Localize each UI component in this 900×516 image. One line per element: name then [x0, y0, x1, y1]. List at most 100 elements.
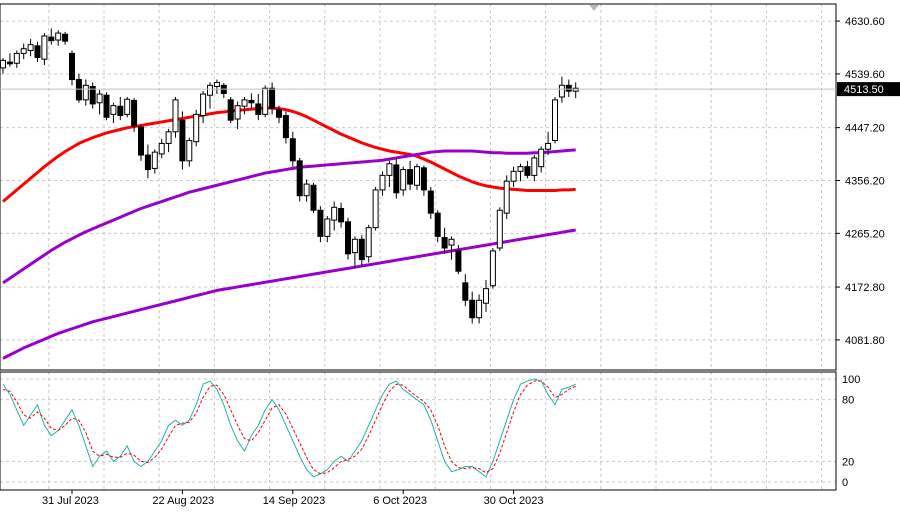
- oscillator-tick-label: 80: [842, 395, 854, 407]
- bearish-candle-body: [407, 169, 414, 185]
- bullish-candle-body: [510, 170, 517, 182]
- bearish-candle-body: [565, 84, 572, 92]
- candle: [531, 155, 538, 182]
- bullish-candle-body: [545, 142, 552, 150]
- price-tick-label: 4356.20: [845, 175, 885, 187]
- grid-layer: [0, 4, 836, 490]
- candle: [255, 94, 262, 121]
- candle: [565, 79, 572, 97]
- candle: [151, 149, 158, 174]
- candle: [407, 160, 414, 190]
- candle: [13, 50, 20, 68]
- candle: [262, 85, 269, 118]
- bullish-candle-body: [489, 250, 496, 287]
- price-pane-frame: [0, 3, 837, 371]
- bearish-candle-body: [248, 99, 255, 104]
- bullish-candle-body: [262, 87, 269, 115]
- candle: [131, 98, 138, 132]
- bearish-candle-body: [524, 166, 531, 176]
- bearish-candle-body: [89, 85, 96, 105]
- bearish-candle-body: [227, 99, 234, 121]
- candle: [469, 291, 476, 324]
- bearish-candle-body: [179, 119, 186, 162]
- candle: [96, 89, 103, 115]
- candle: [420, 165, 427, 196]
- candle: [55, 30, 62, 46]
- bearish-candle-body: [317, 209, 324, 237]
- moving-average-line-1: [2, 106, 576, 203]
- bullish-candle-body: [13, 52, 20, 64]
- candle: [6, 53, 13, 67]
- bullish-candle-body: [496, 209, 503, 249]
- oscillator-signal-line: [2, 380, 576, 475]
- oscillator-tick-label: 0: [842, 477, 848, 489]
- candle: [41, 33, 48, 65]
- axis-layer: 4630.60 4539.60 4447.20 4356.20 4265.20 4172.…: [0, 16, 900, 507]
- candle: [82, 79, 89, 106]
- bearish-candle-body: [345, 221, 351, 255]
- bullish-candle-body: [372, 189, 379, 229]
- bullish-candle-body: [27, 44, 34, 51]
- candle: [386, 160, 393, 187]
- candle: [483, 279, 489, 312]
- time-tick-label: 22 Aug 2023: [152, 495, 214, 507]
- candle: [138, 124, 144, 161]
- candle: [158, 138, 165, 158]
- candle: [414, 163, 420, 190]
- bearish-candle-body: [441, 237, 448, 249]
- candle: [110, 102, 117, 124]
- chart-shift-marker-icon[interactable]: [589, 5, 599, 11]
- bullish-candle-body: [331, 206, 338, 221]
- candle: [476, 294, 483, 324]
- oscillator-tick-label: 100: [842, 374, 860, 386]
- bearish-candle-body: [420, 167, 427, 191]
- candle: [179, 111, 186, 170]
- bearish-candle-body: [455, 250, 462, 272]
- candle: [165, 128, 172, 153]
- time-tick-label: 30 Oct 2023: [484, 495, 544, 507]
- candle: [282, 111, 289, 144]
- bullish-candle-body: [531, 157, 538, 176]
- candle: [434, 210, 441, 243]
- candle: [496, 207, 503, 251]
- price-tick-label: 4265.20: [845, 228, 885, 240]
- bullish-candle-body: [234, 105, 241, 120]
- candle: [296, 157, 303, 202]
- bullish-candle-body: [165, 131, 172, 144]
- time-tick-label: 31 Jul 2023: [42, 495, 99, 507]
- candle: [517, 163, 524, 182]
- candle: [462, 274, 469, 307]
- bullish-candle-body: [483, 288, 489, 304]
- time-tick-label: 6 Oct 2023: [373, 495, 427, 507]
- bearish-candle-body: [62, 33, 69, 42]
- candle: [193, 109, 200, 147]
- candle: [538, 146, 545, 173]
- bullish-candle-body: [151, 151, 158, 169]
- candle: [303, 179, 310, 202]
- current-price-badge: [837, 82, 900, 97]
- bullish-candle-body: [503, 180, 510, 214]
- bearish-candle-body: [427, 190, 434, 214]
- bearish-candle-body: [434, 212, 441, 237]
- bearish-candle-body: [75, 79, 82, 101]
- bearish-candle-body: [34, 45, 41, 58]
- bullish-candle-body: [517, 166, 524, 172]
- candle: [20, 43, 27, 60]
- candle: [75, 73, 82, 103]
- bearish-candle-body: [393, 164, 400, 194]
- bearish-candle-body: [131, 99, 138, 127]
- bearish-candle-body: [269, 87, 276, 110]
- bullish-candle-body: [400, 169, 407, 191]
- bullish-candle-body: [213, 81, 220, 87]
- bullish-candle-body: [386, 163, 393, 176]
- bullish-candle-body: [241, 99, 248, 107]
- candle: [503, 175, 510, 219]
- bullish-candle-body: [572, 87, 579, 92]
- oscillator-tick-label: 20: [842, 456, 854, 468]
- candle: [234, 101, 241, 129]
- candle: [338, 202, 345, 228]
- bearish-candle-body: [282, 115, 289, 139]
- candle: [448, 236, 455, 260]
